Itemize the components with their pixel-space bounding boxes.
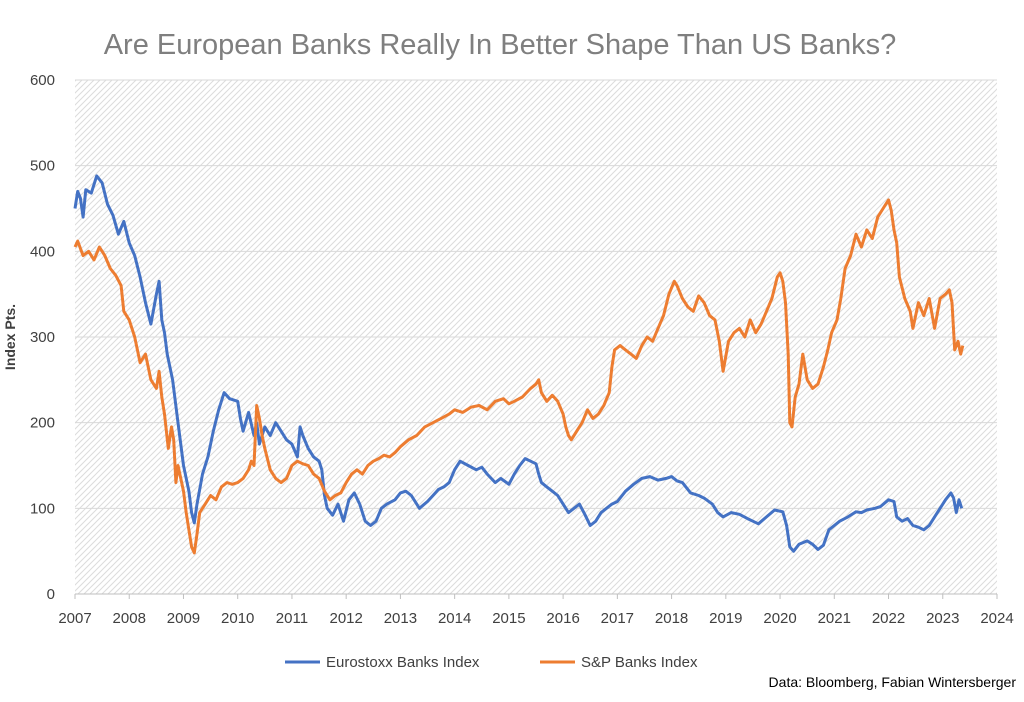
- x-tick-label: 2011: [276, 610, 308, 627]
- x-tick-label: 2015: [492, 610, 525, 627]
- series-lines: [73, 174, 965, 555]
- series-line-sp: [73, 198, 965, 555]
- legend-label-eurostoxx: Eurostoxx Banks Index: [326, 654, 480, 671]
- x-tick-label: 2023: [926, 610, 959, 627]
- x-tick-label: 2021: [818, 610, 851, 627]
- x-axis: 2007 2008 2009 2010 2011 2012 2013 2014 2015 2016…: [58, 594, 1014, 627]
- y-axis-label: Index Pts.: [2, 304, 18, 370]
- chart-title: Are European Banks Really In Better Shap…: [104, 29, 897, 61]
- x-tick-label: 2019: [709, 610, 742, 627]
- legend: Eurostoxx Banks Index S&P Banks Index: [285, 654, 698, 671]
- x-tick-label: 2012: [329, 610, 362, 627]
- y-tick-label: 300: [30, 329, 55, 346]
- y-tick-label: 600: [30, 72, 55, 89]
- x-tick-label: 2014: [438, 610, 471, 627]
- x-tick-label: 2018: [655, 610, 688, 627]
- y-tick-label: 0: [47, 586, 55, 603]
- source-note: Data: Bloomberg, Fabian Wintersberger: [769, 674, 1017, 690]
- y-tick-label: 500: [30, 158, 55, 175]
- y-tick-label: 100: [30, 500, 55, 517]
- y-axis: 0 100 200 300 400 500 600: [30, 72, 55, 603]
- x-tick-label: 2009: [167, 610, 200, 627]
- series-line-eurostoxx: [73, 174, 964, 553]
- x-tick-label: 2017: [601, 610, 634, 627]
- gridlines: [75, 79, 997, 595]
- x-tick-label: 2007: [58, 610, 91, 627]
- x-tick-label: 2024: [980, 610, 1013, 627]
- x-tick-label: 2016: [546, 610, 579, 627]
- x-tick-label: 2010: [221, 610, 254, 627]
- x-tick-label: 2022: [872, 610, 905, 627]
- x-tick-label: 2008: [113, 610, 146, 627]
- x-tick-label: 2020: [763, 610, 796, 627]
- y-tick-label: 400: [30, 243, 55, 260]
- x-tick-label: 2013: [384, 610, 417, 627]
- y-tick-label: 200: [30, 415, 55, 432]
- legend-label-sp: S&P Banks Index: [581, 654, 698, 671]
